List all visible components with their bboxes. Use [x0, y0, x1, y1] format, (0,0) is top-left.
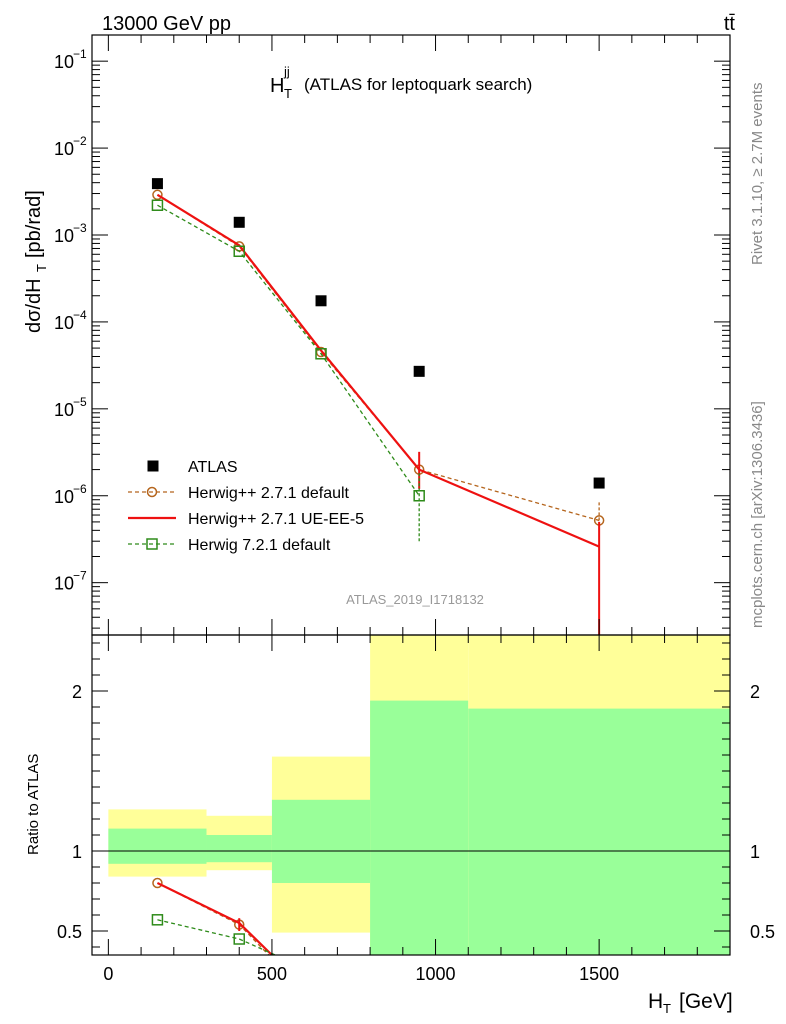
legend-herwig-7-2-1-default-label: Herwig 7.2.1 default [188, 537, 331, 554]
main-ytick-label-exp: −7 [73, 569, 87, 583]
band-green-4 [468, 708, 730, 955]
ratio-xtick-label: 500 [257, 964, 287, 984]
herwig-7-2-1-default-point [233, 245, 245, 258]
main-ytick-label-exp: −2 [73, 134, 87, 148]
ratio-ytick-label: 0.5 [57, 922, 82, 942]
ratio-ytick-label-right: 1 [750, 842, 760, 862]
legend-herwig-2-7-1-ue-ee-5-label: Herwig++ 2.7.1 UE-EE-5 [188, 511, 364, 528]
herwig-2-7-1-default-point [152, 189, 163, 201]
ratio-ytick-label: 2 [72, 682, 82, 702]
atlas-point [315, 295, 327, 307]
xlabel-main: H [648, 990, 663, 1013]
ratio-xtick-label: 0 [103, 964, 113, 984]
main-series [151, 178, 605, 635]
herwig-2-7-1-ue-ee-5-line [156, 193, 600, 548]
ratio-herwig-7-2-1-default-point [151, 914, 164, 926]
ratio-ytick-label: 1 [72, 842, 82, 862]
atlas-point [151, 178, 163, 190]
xlabel-sub: T [663, 1001, 671, 1016]
legend-herwig-2-7-1-default-marker [146, 486, 158, 498]
legend: ATLAS Herwig++ 2.7.1 default Herwig++ 2.7.… [128, 459, 364, 554]
legend-herwig-2-7-1-default-label: Herwig++ 2.7.1 default [188, 485, 350, 502]
main-ylabel-sub: T [34, 264, 49, 272]
main-ytick-label-exp: −3 [73, 221, 87, 235]
herwig-7-2-1-default-point [151, 199, 164, 211]
title-sup: jj [283, 64, 290, 79]
ratio-frame [91, 634, 731, 956]
main-ylabel: dσ/dH T [pb/rad] [23, 190, 49, 333]
side-label-rivet: Rivet 3.1.10, ≥ 2.7M events [749, 83, 766, 266]
main-ytick-label-exp: −1 [73, 47, 87, 61]
ratio-ytick-label-right: 2 [750, 682, 760, 702]
ratio-series [151, 877, 276, 955]
main-ytick-label: 10 [54, 313, 74, 333]
atlas-point [593, 477, 605, 489]
ratio-ylabel: Ratio to ATLAS [25, 754, 42, 855]
header-process: tt̄ [724, 13, 736, 35]
main-ytick-label: 10 [54, 400, 74, 420]
legend-atlas-label: ATLAS [188, 459, 238, 476]
ratio-herwig-2-7-1-default-point [152, 877, 163, 889]
main-ytick-label: 10 [54, 226, 74, 246]
ratio-xtick-label: 1500 [579, 964, 619, 984]
ratio-herwig-7-2-1-default-line [157, 919, 276, 955]
ratio-herwig-2-7-1-default-line [157, 882, 270, 955]
main-ytick-label: 10 [54, 487, 74, 507]
ratio-xtick-label: 1000 [416, 964, 456, 984]
atlas-point [413, 365, 425, 377]
main-ytick-label-exp: −4 [73, 308, 87, 322]
analysis-watermark: ATLAS_2019_I1718132 [346, 592, 484, 607]
band-green-1 [206, 835, 272, 863]
title-sub: T [284, 86, 292, 101]
herwig-7-2-1-default-point [413, 490, 425, 502]
ratio-herwig-2-7-1-ue-ee-5-line [156, 882, 273, 955]
band-green-2 [271, 799, 371, 883]
xlabel-unit: [GeV] [679, 990, 733, 1013]
main-ytick-label: 10 [54, 52, 74, 72]
side-label-mcplots: mcplots.cern.ch [arXiv:1306.3436] [749, 401, 766, 628]
main-ylabel-text: dσ/dH [23, 278, 45, 333]
main-ylabel-unit: [pb/rad] [23, 190, 45, 258]
xlabel: H T [GeV] [648, 990, 733, 1016]
main-ytick-label: 10 [54, 574, 74, 594]
atlas-point [233, 216, 245, 228]
title-rest: (ATLAS for leptoquark search) [304, 75, 532, 94]
legend-herwig-7-2-1-default-marker [146, 538, 158, 550]
header-energy: 13000 GeV pp [102, 13, 231, 35]
ratio-ytick-label-right: 0.5 [750, 922, 775, 942]
legend-atlas-marker [147, 460, 159, 472]
main-ytick-label-exp: −6 [73, 482, 87, 496]
band-green-3 [370, 700, 469, 955]
axes: 10−110−210−310−410−510−610−70 500 1000 1500… [54, 34, 775, 984]
plot-title: H T jj (ATLAS for leptoquark search) [270, 64, 532, 101]
ratio-herwig-7-2-1-default-point [233, 933, 245, 945]
herwig-7-2-1-default-point [315, 348, 327, 360]
herwig-7-2-1-default-line [157, 204, 420, 497]
ratio-bands [92, 635, 730, 955]
band-green-0 [108, 828, 207, 864]
main-ytick-label: 10 [54, 139, 74, 159]
title-main: H [270, 75, 284, 97]
main-ytick-label-exp: −5 [73, 395, 87, 409]
